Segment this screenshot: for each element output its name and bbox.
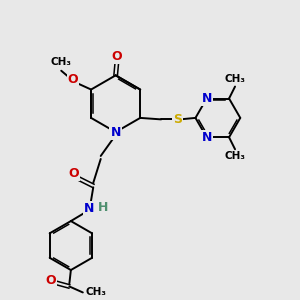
Text: CH₃: CH₃ [51, 56, 72, 67]
Text: N: N [202, 92, 212, 105]
Text: S: S [173, 113, 182, 126]
Text: N: N [202, 131, 212, 144]
Text: N: N [110, 126, 121, 139]
Text: O: O [68, 73, 79, 86]
Text: O: O [45, 274, 56, 287]
Text: N: N [84, 202, 94, 215]
Text: CH₃: CH₃ [224, 74, 245, 84]
Text: CH₃: CH₃ [224, 151, 245, 161]
Text: H: H [98, 201, 108, 214]
Text: O: O [68, 167, 79, 180]
Text: O: O [112, 50, 122, 63]
Text: CH₃: CH₃ [85, 287, 106, 297]
